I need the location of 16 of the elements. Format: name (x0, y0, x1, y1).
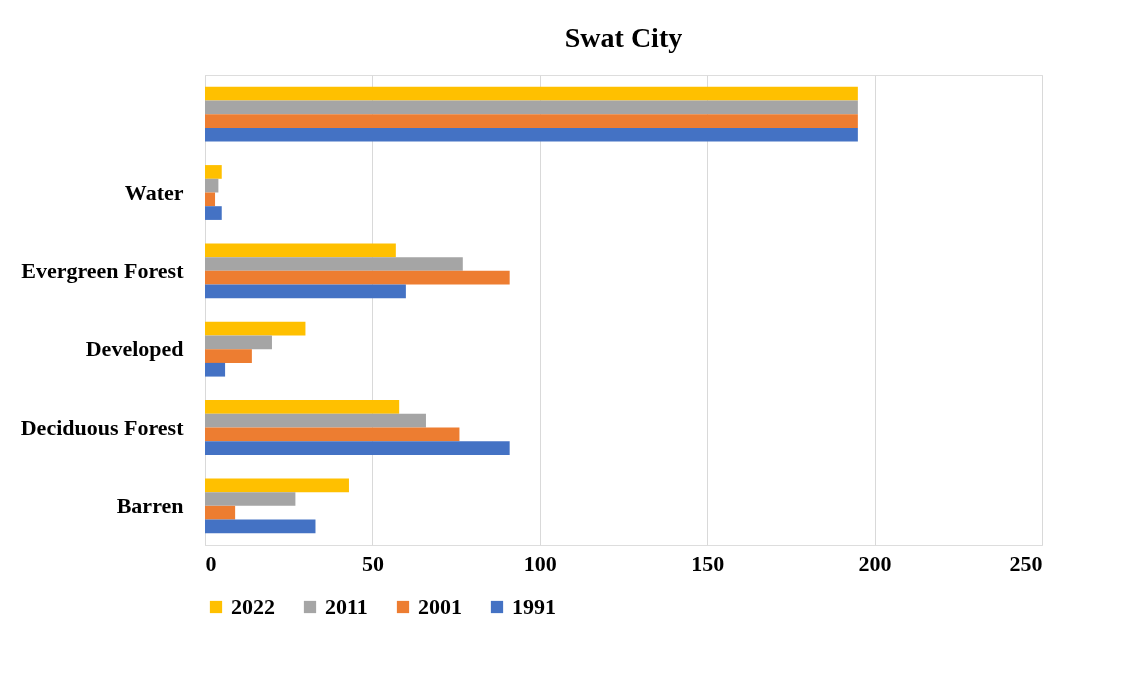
y-tick-label: Water (124, 179, 184, 205)
x-tick-label: 0 (205, 550, 217, 576)
legend-label: 1991 (512, 594, 556, 619)
legend-label: 2022 (231, 594, 275, 619)
legend-label: 2001 (418, 594, 462, 619)
x-tick-label: 150 (691, 550, 725, 576)
chart-title: Swat City (564, 22, 683, 53)
y-tick-label: Developed (85, 336, 184, 362)
y-tick-label: Evergreen Forest (21, 257, 185, 283)
x-tick-label: 250 (1009, 550, 1043, 576)
y-tick-label: Deciduous Forest (20, 414, 185, 440)
y-tick-label: Barren (116, 492, 184, 518)
x-tick-label: 50 (361, 550, 384, 576)
x-tick-label: 200 (858, 550, 892, 576)
legend-label: 2011 (325, 594, 368, 619)
x-tick-label: 100 (523, 550, 557, 576)
